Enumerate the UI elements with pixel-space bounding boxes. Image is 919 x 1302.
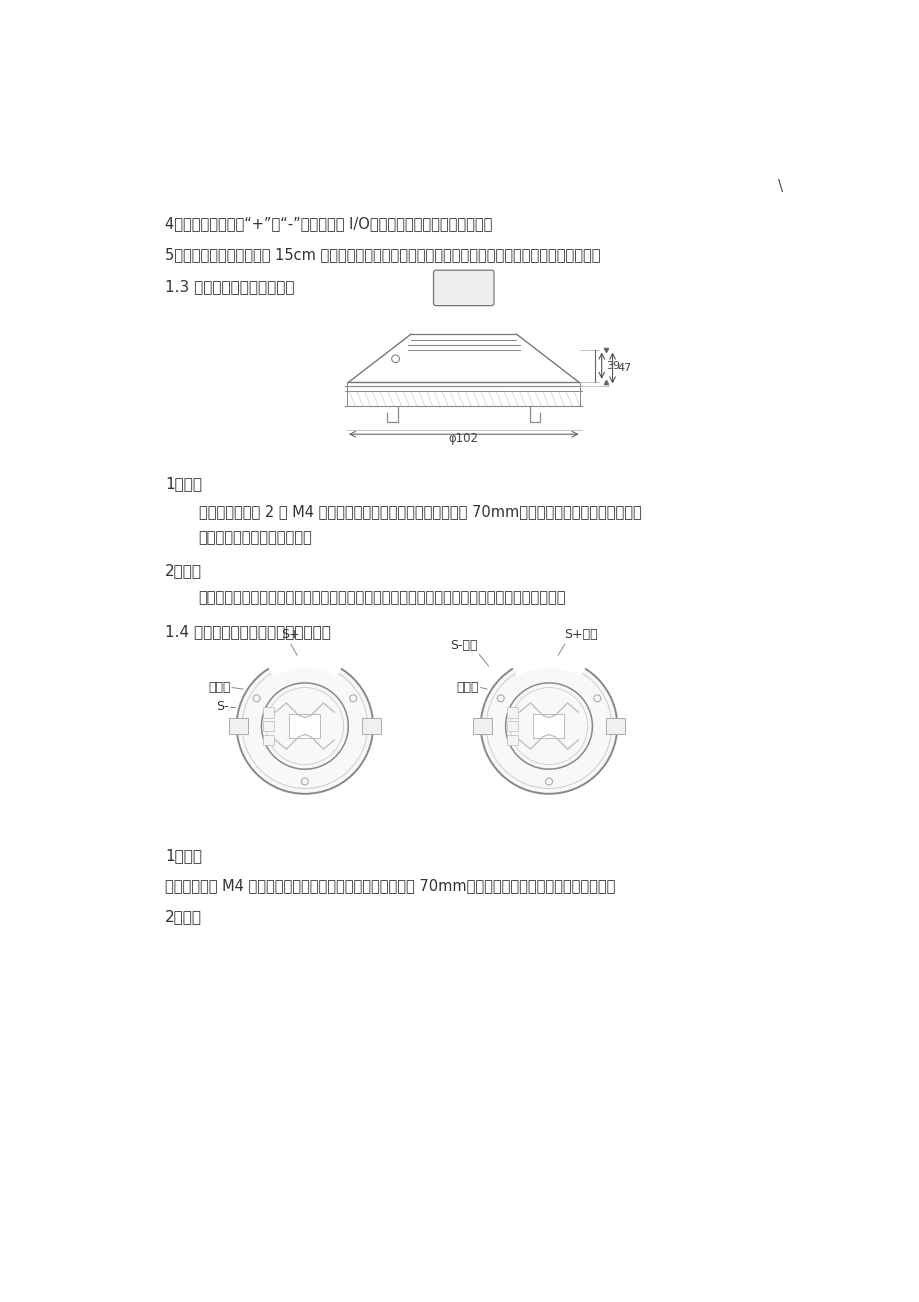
- Bar: [506, 734, 517, 745]
- Text: 信号线: 信号线: [456, 681, 479, 694]
- Text: 通用底座上（顺时针方向）。: 通用底座上（顺时针方向）。: [199, 530, 312, 546]
- Text: 将编码底座用 M4 螺钉安装紧固在预埋件接线盒上（安装孔距 70mm）。与总线的临界线由接线盒内进出。: 将编码底座用 M4 螺钉安装紧固在预埋件接线盒上（安装孔距 70mm）。与总线的…: [165, 879, 615, 893]
- Bar: [506, 720, 517, 732]
- Text: 探测器与通用底座拧合后，通过拧合卡簧片相连接，经由底座进入报警控制器二总线输入回路。: 探测器与通用底座拧合后，通过拧合卡簧片相连接，经由底座进入报警控制器二总线输入回…: [199, 591, 565, 605]
- Text: 先将通用底座用 2 只 M4 螺钉紧固再预埋件接线盒上（安装孔距 70mm），然后将本探测器直接拧合再: 先将通用底座用 2 只 M4 螺钉紧固再预埋件接线盒上（安装孔距 70mm），然…: [199, 504, 641, 519]
- Text: S+: S+: [281, 629, 300, 642]
- FancyBboxPatch shape: [433, 271, 494, 306]
- Bar: [289, 713, 320, 738]
- Text: 39: 39: [606, 361, 619, 371]
- Text: S-输入: S-输入: [449, 639, 477, 652]
- Text: 2）接线: 2）接线: [165, 909, 202, 924]
- Text: 2）接线: 2）接线: [165, 562, 202, 578]
- Text: 1）安装: 1）安装: [165, 475, 202, 491]
- Bar: [263, 707, 274, 717]
- Text: 1.3 感烟探测器的安装与接线: 1.3 感烟探测器的安装与接线: [165, 280, 295, 294]
- Text: S-: S-: [216, 700, 229, 713]
- Text: \: \: [777, 180, 782, 194]
- Bar: [506, 707, 517, 717]
- Circle shape: [481, 659, 617, 794]
- Bar: [472, 719, 491, 734]
- Text: 信号线: 信号线: [208, 681, 231, 694]
- Text: 5）外接导线应留有不小于 15cm 余量。安装完毕后应采取诸如穿线孔封堵，防尘、防水防碰等防护措施。: 5）外接导线应留有不小于 15cm 余量。安装完毕后应采取诸如穿线孔封堵，防尘、…: [165, 247, 600, 262]
- Bar: [533, 713, 564, 738]
- Text: 1.4 编码底座和并联子座的安装与接线: 1.4 编码底座和并联子座的安装与接线: [165, 625, 331, 639]
- Text: S+输入: S+输入: [564, 629, 597, 642]
- Text: 4）严格按色标区分“+”、“-”两极和其他 I/O、控制回路、通讠回路的连接。: 4）严格按色标区分“+”、“-”两极和其他 I/O、控制回路、通讠回路的连接。: [165, 216, 493, 232]
- Bar: [229, 719, 247, 734]
- Bar: [263, 734, 274, 745]
- Text: φ102: φ102: [448, 432, 478, 445]
- Bar: [263, 720, 274, 732]
- Bar: [606, 719, 624, 734]
- Text: 47: 47: [617, 363, 630, 372]
- Circle shape: [236, 659, 373, 794]
- Bar: [362, 719, 380, 734]
- Text: 1）安装: 1）安装: [165, 848, 202, 863]
